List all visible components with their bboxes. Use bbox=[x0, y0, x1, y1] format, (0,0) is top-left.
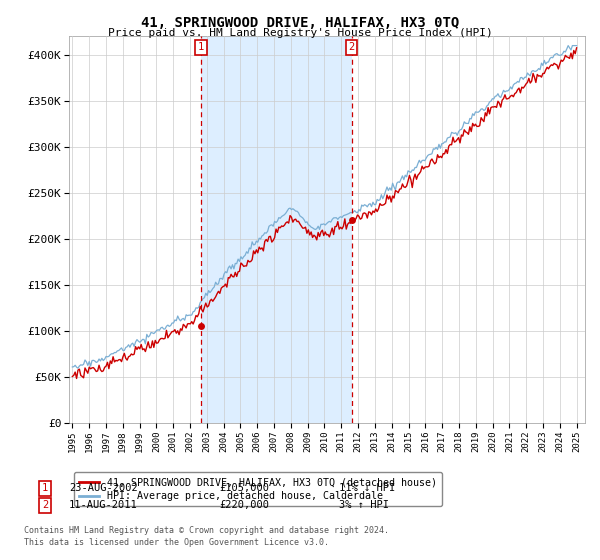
Text: 41, SPRINGWOOD DRIVE, HALIFAX, HX3 0TQ: 41, SPRINGWOOD DRIVE, HALIFAX, HX3 0TQ bbox=[141, 16, 459, 30]
Text: 2: 2 bbox=[42, 500, 48, 510]
Text: 1: 1 bbox=[198, 42, 204, 52]
Legend: 41, SPRINGWOOD DRIVE, HALIFAX, HX3 0TQ (detached house), HPI: Average price, det: 41, SPRINGWOOD DRIVE, HALIFAX, HX3 0TQ (… bbox=[74, 472, 442, 506]
Text: Price paid vs. HM Land Registry's House Price Index (HPI): Price paid vs. HM Land Registry's House … bbox=[107, 28, 493, 38]
Text: 3% ↑ HPI: 3% ↑ HPI bbox=[339, 500, 389, 510]
Text: 11-AUG-2011: 11-AUG-2011 bbox=[69, 500, 138, 510]
Text: 2: 2 bbox=[349, 42, 355, 52]
Text: 11% ↓ HPI: 11% ↓ HPI bbox=[339, 483, 395, 493]
Text: £105,000: £105,000 bbox=[219, 483, 269, 493]
Text: Contains HM Land Registry data © Crown copyright and database right 2024.: Contains HM Land Registry data © Crown c… bbox=[24, 526, 389, 535]
Text: This data is licensed under the Open Government Licence v3.0.: This data is licensed under the Open Gov… bbox=[24, 538, 329, 547]
Bar bbox=[201, 36, 352, 423]
Text: 23-AUG-2002: 23-AUG-2002 bbox=[69, 483, 138, 493]
Text: £220,000: £220,000 bbox=[219, 500, 269, 510]
Text: 1: 1 bbox=[42, 483, 48, 493]
